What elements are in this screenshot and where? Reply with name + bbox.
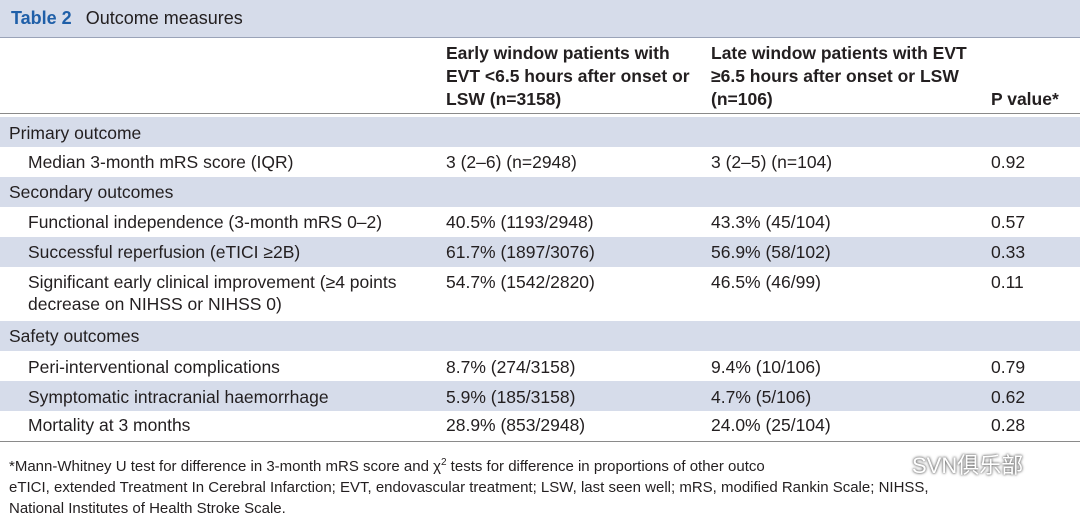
row-label: Peri-interventional complications [28, 357, 280, 377]
section-label: Safety outcomes [9, 326, 140, 346]
row-label: Median 3-month mRS score (IQR) [28, 152, 294, 172]
row-label: Functional independence (3-month mRS 0–2… [28, 212, 383, 232]
row-label: Symptomatic intracranial haemorrhage [28, 387, 329, 407]
footnote-text: *Mann-Whitney U test for difference in 3… [9, 458, 441, 475]
section-primary: Primary outcome [0, 117, 1080, 147]
table-row: Significant early clinical improvement (… [0, 267, 1080, 321]
header-early-window: Early window patients with EVT <6.5 hour… [446, 43, 690, 109]
early-value: 5.9% (185/3158) [446, 387, 576, 407]
footnote-superscript: 2 [440, 457, 447, 468]
late-value: 9.4% (10/106) [711, 357, 821, 377]
wechat-icon [864, 450, 903, 477]
early-value: 28.9% (853/2948) [446, 415, 586, 435]
footnote-text: tests for difference in proportions of o… [446, 458, 765, 475]
early-value: 8.7% (274/3158) [446, 357, 576, 377]
table-label: Table 2 [11, 8, 72, 28]
p-value: 0.11 [991, 272, 1024, 292]
p-value: 0.33 [991, 242, 1026, 262]
p-value: 0.28 [991, 415, 1026, 435]
table-row: Functional independence (3-month mRS 0–2… [0, 207, 1080, 237]
late-value: 46.5% (46/99) [711, 272, 821, 292]
table-footnote: *Mann-Whitney U test for difference in 3… [9, 452, 1074, 519]
watermark-text: SVN俱乐部 [912, 453, 1024, 478]
section-secondary: Secondary outcomes [0, 177, 1080, 207]
table-bottom-rule [0, 441, 1080, 442]
watermark: SVN俱乐部 [862, 449, 1023, 479]
section-safety: Safety outcomes [0, 321, 1080, 351]
late-value: 43.3% (45/104) [711, 212, 831, 232]
p-value: 0.62 [991, 387, 1026, 407]
section-label: Secondary outcomes [9, 182, 174, 202]
p-value: 0.92 [991, 152, 1026, 172]
footnote-line-3: National Institutes of Health Stroke Sca… [9, 500, 286, 517]
early-value: 61.7% (1897/3076) [446, 242, 595, 262]
footnote-line-2: eTICI, extended Treatment In Cerebral In… [9, 479, 929, 496]
p-value: 0.79 [991, 357, 1026, 377]
table-title-bar: Table 2 Outcome measures [0, 0, 1080, 38]
section-label: Primary outcome [9, 123, 142, 143]
early-value: 3 (2–6) (n=2948) [446, 152, 577, 172]
late-value: 24.0% (25/104) [711, 415, 831, 435]
header-late-window: Late window patients with EVT ≥6.5 hours… [711, 43, 967, 109]
table-header: Early window patients with EVT <6.5 hour… [0, 38, 1080, 114]
p-value: 0.57 [991, 212, 1026, 232]
table-row: Median 3-month mRS score (IQR) 3 (2–6) (… [0, 147, 1080, 177]
footnote-line-1: *Mann-Whitney U test for difference in 3… [9, 452, 1074, 477]
early-value: 54.7% (1542/2820) [446, 272, 595, 292]
early-value: 40.5% (1193/2948) [446, 212, 594, 232]
row-label: Successful reperfusion (eTICI ≥2B) [28, 242, 301, 262]
header-p-value: P value* [991, 89, 1059, 109]
row-label: Mortality at 3 months [28, 415, 191, 435]
table-row: Mortality at 3 months 28.9% (853/2948) 2… [0, 411, 1080, 441]
table-row: Peri-interventional complications 8.7% (… [0, 351, 1080, 381]
table-title: Outcome measures [85, 8, 243, 28]
table-row: Successful reperfusion (eTICI ≥2B) 61.7%… [0, 237, 1080, 267]
late-value: 3 (2–5) (n=104) [711, 152, 833, 172]
table-row: Symptomatic intracranial haemorrhage 5.9… [0, 381, 1080, 411]
late-value: 4.7% (5/106) [711, 387, 812, 407]
row-label: Significant early clinical improvement (… [28, 272, 397, 314]
late-value: 56.9% (58/102) [711, 242, 831, 262]
